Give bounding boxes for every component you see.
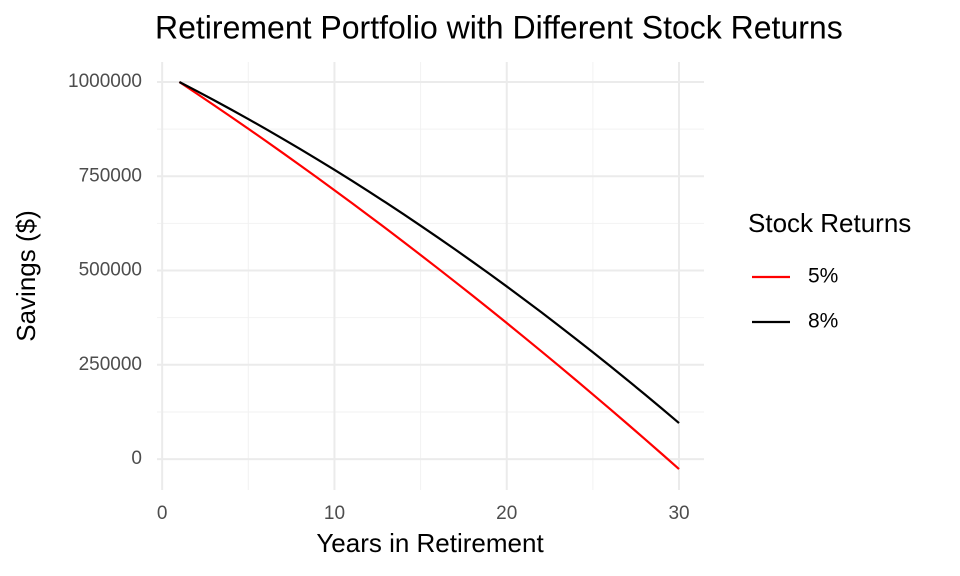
series-line — [178, 81, 680, 424]
y-tick-label: 250000 — [79, 354, 142, 375]
x-tick-label: 30 — [668, 503, 689, 524]
y-tick-label: 500000 — [79, 260, 142, 281]
grid — [157, 62, 704, 490]
y-axis-label: Savings ($) — [11, 210, 41, 342]
chart-title: Retirement Portfolio with Different Stoc… — [155, 9, 843, 45]
x-tick-label: 0 — [157, 503, 168, 524]
x-tick-label: 20 — [496, 503, 517, 524]
x-axis-label: Years in Retirement — [316, 528, 544, 558]
legend-label: 5% — [808, 265, 838, 288]
x-tick-label: 10 — [324, 503, 345, 524]
y-tick-label: 1000000 — [68, 71, 142, 92]
legend-label: 8% — [808, 310, 838, 333]
y-tick-label: 0 — [131, 448, 142, 469]
series-line — [178, 81, 680, 470]
y-tick-label: 750000 — [79, 165, 142, 186]
legend-title: Stock Returns — [748, 208, 911, 238]
